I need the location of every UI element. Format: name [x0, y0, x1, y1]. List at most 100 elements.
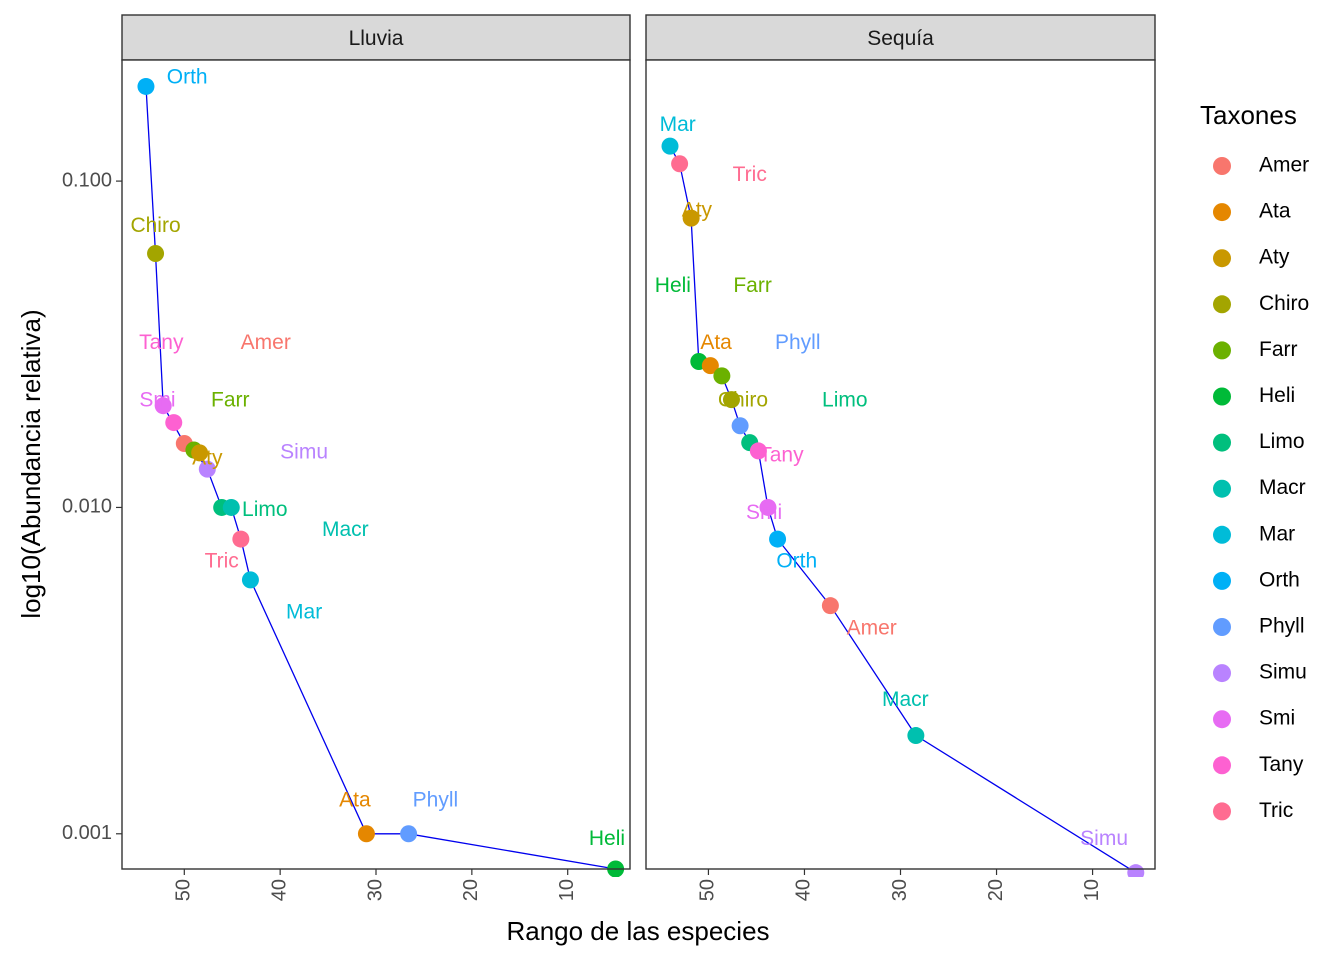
label-tric: Tric — [733, 163, 767, 186]
legend-item-macr: Macr — [1213, 476, 1306, 499]
legend-item-heli: Heli — [1213, 384, 1295, 407]
plot-area: Mar Tric Aty Heli Farr Ata Phyll Chiro Limo Tany S… — [655, 113, 1145, 877]
legend-key — [1213, 571, 1231, 590]
y-tick-label: 0.010 — [62, 496, 112, 518]
panel-1: Sequía Mar Tric Aty Heli Farr Ata Phyll Chiro Lim… — [645, 14, 1156, 901]
legend-key — [1213, 710, 1231, 729]
label-limo: Limo — [822, 388, 868, 411]
label-mar: Mar — [660, 113, 696, 136]
facet-panels: Lluvia Orth Chiro Tany Amer Smi Farr Aty Simu Lim… — [62, 14, 1156, 901]
point-simu — [1127, 864, 1145, 877]
x-axis-title: Rango de las especies — [506, 916, 769, 946]
legend-item-amer: Amer — [1213, 154, 1309, 177]
point-mar — [661, 137, 679, 155]
point-chiro — [147, 244, 165, 262]
legend-key — [1213, 479, 1231, 498]
label-tany: Tany — [759, 443, 804, 466]
legend-item-mar: Mar — [1213, 522, 1295, 545]
label-orth: Orth — [167, 66, 208, 89]
point-amer — [821, 597, 839, 615]
label-aty: Aty — [192, 446, 223, 469]
x-tick-label: 40 — [268, 879, 290, 901]
panel-0: Lluvia Orth Chiro Tany Amer Smi Farr Aty Simu Lim… — [62, 14, 631, 901]
legend-label: Heli — [1259, 384, 1295, 407]
x-tick-label: 20 — [460, 879, 482, 901]
point-tany — [165, 414, 183, 432]
label-ata: Ata — [339, 789, 371, 812]
legend-item-simu: Simu — [1213, 661, 1307, 684]
y-tick-label: 0.100 — [62, 169, 112, 191]
point-aty — [191, 444, 209, 462]
legend-key — [1213, 433, 1231, 452]
legend-label: Chiro — [1259, 292, 1309, 315]
legend-key — [1213, 802, 1231, 821]
x-tick-label: 30 — [889, 879, 911, 901]
facet-strip-label: Sequía — [867, 27, 934, 50]
legend-item-tric: Tric — [1213, 799, 1293, 822]
point-phyll — [400, 825, 418, 843]
legend: Taxones Amer Ata Aty Chiro Farr Heli Limo Macr Ma… — [1200, 100, 1309, 822]
legend-title: Taxones — [1200, 100, 1297, 130]
legend-key — [1213, 525, 1231, 544]
x-tick-label: 30 — [364, 879, 386, 901]
label-farr: Farr — [733, 274, 772, 297]
point-macr — [222, 498, 240, 516]
x-tick-label: 10 — [556, 879, 578, 901]
facet-strip — [121, 14, 631, 61]
x-tick-label: 40 — [793, 879, 815, 901]
legend-label: Limo — [1259, 430, 1305, 453]
label-limo: Limo — [242, 498, 288, 521]
point-ata — [701, 357, 719, 375]
x-tick-label: 50 — [173, 879, 195, 901]
label-farr: Farr — [211, 388, 250, 411]
legend-key — [1213, 387, 1231, 406]
legend-label: Macr — [1259, 476, 1306, 499]
legend-item-tany: Tany — [1213, 753, 1304, 776]
point-phyll — [731, 417, 749, 435]
legend-label: Simu — [1259, 661, 1307, 684]
label-smi: Smi — [746, 501, 782, 524]
legend-item-smi: Smi — [1213, 707, 1295, 730]
legend-item-aty: Aty — [1213, 246, 1290, 269]
label-simu: Simu — [280, 440, 328, 463]
label-phyll: Phyll — [775, 331, 821, 354]
legend-label: Orth — [1259, 568, 1300, 591]
label-aty: Aty — [682, 199, 713, 222]
facet-strip-label: Lluvia — [349, 27, 404, 50]
label-ata: Ata — [700, 331, 732, 354]
x-tick-label: 20 — [985, 879, 1007, 901]
point-smi — [154, 397, 172, 415]
point-mar — [241, 571, 259, 589]
label-mar: Mar — [286, 600, 322, 623]
legend-label: Smi — [1259, 707, 1295, 730]
label-smi: Smi — [139, 388, 175, 411]
label-orth: Orth — [776, 550, 817, 573]
label-heli: Heli — [589, 827, 625, 850]
label-tric: Tric — [205, 550, 239, 573]
label-chiro: Chiro — [130, 214, 180, 237]
legend-item-chiro: Chiro — [1213, 292, 1309, 315]
legend-label: Mar — [1259, 522, 1295, 545]
point-tany — [749, 442, 767, 460]
label-amer: Amer — [241, 331, 291, 354]
legend-key — [1213, 756, 1231, 775]
rank-abundance-line — [669, 145, 1137, 874]
legend-key — [1213, 618, 1231, 636]
point-simu — [198, 460, 216, 478]
point-orth — [769, 530, 787, 548]
plot-area: Orth Chiro Tany Amer Smi Farr Aty Simu Limo Macr T… — [130, 66, 625, 877]
legend-label: Tric — [1259, 799, 1293, 822]
point-macr — [907, 727, 925, 745]
legend-key — [1213, 249, 1231, 268]
y-axis-title: log10(Abundancia relativa) — [16, 309, 46, 618]
y-tick-label: 0.001 — [62, 822, 112, 844]
legend-label: Ata — [1259, 200, 1291, 223]
point-tric — [671, 155, 689, 173]
legend-item-phyll: Phyll — [1213, 615, 1305, 638]
point-chiro — [722, 391, 740, 409]
legend-key — [1213, 203, 1231, 222]
legend-key — [1213, 157, 1231, 175]
legend-item-farr: Farr — [1213, 338, 1298, 361]
point-ata — [357, 825, 375, 843]
